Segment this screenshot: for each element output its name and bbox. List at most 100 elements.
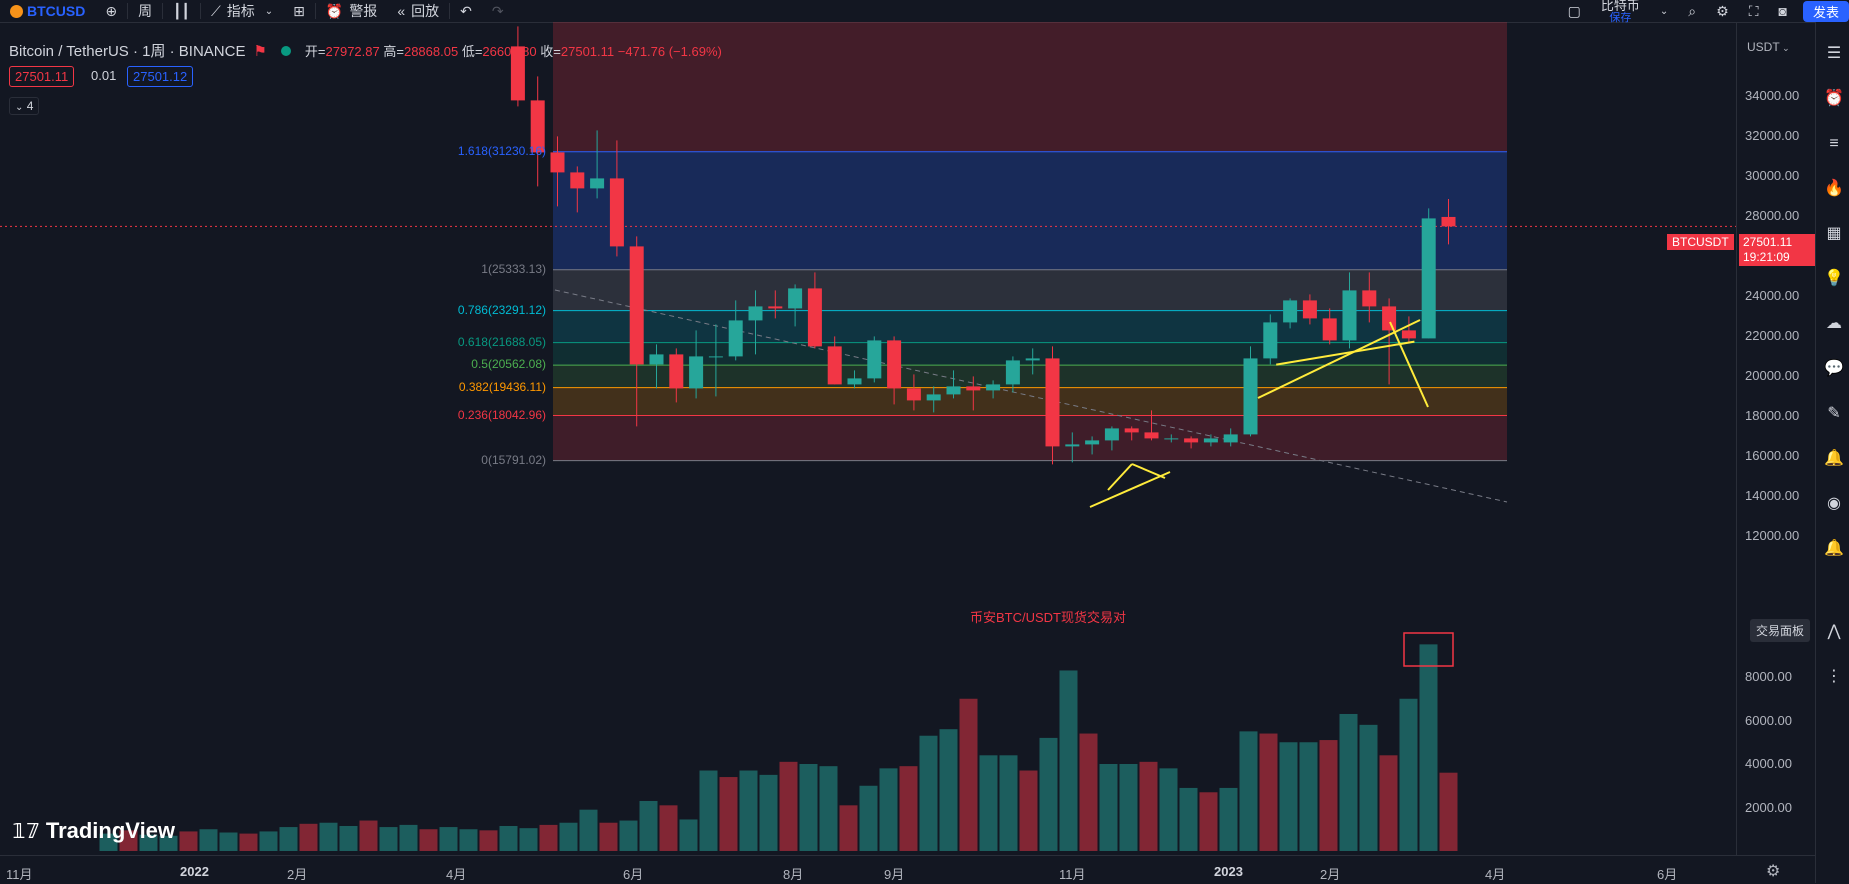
time-tick-label: 11月	[6, 867, 33, 882]
interval-button[interactable]: 周	[138, 3, 153, 19]
layout-menu-button[interactable]: ⌄	[1650, 0, 1678, 22]
more-icon[interactable]: ⋮	[1826, 668, 1842, 685]
candle-body	[689, 356, 704, 389]
low-value: 26601.80	[482, 44, 537, 59]
flag-icon[interactable]: ⚑	[253, 42, 267, 60]
chevron-down-icon: ⌄	[15, 102, 24, 113]
fib-level-label: 0.618(21688.05)	[457, 334, 546, 349]
trendline[interactable]	[1257, 319, 1421, 399]
annotation-text[interactable]: 币安BTC/USDT现货交易对	[970, 610, 1127, 625]
ideas-icon[interactable]: 💡	[1824, 270, 1844, 287]
bell-icon[interactable]: 🔔	[1824, 540, 1844, 557]
layout-name-button[interactable]: 比特币 保存	[1591, 0, 1650, 24]
broadcast-icon[interactable]: ◉	[1827, 495, 1841, 512]
currency-label[interactable]: USDT ⌄	[1747, 40, 1790, 54]
candle-body	[669, 354, 684, 389]
fib-retracement[interactable]	[0, 22, 1736, 503]
plus-circle-icon: ⊕	[105, 2, 118, 19]
volume-bar	[1259, 733, 1278, 851]
chat-icon[interactable]: 💬	[1824, 360, 1844, 377]
indicators-button[interactable]: ⟋ 指标 ⌄	[201, 0, 283, 22]
search-button[interactable]: ⌕	[1678, 0, 1706, 22]
watchlist-icon[interactable]: ☰	[1826, 45, 1842, 62]
volume-bar	[119, 830, 138, 851]
candle-body	[1362, 290, 1377, 307]
trendline[interactable]	[1089, 471, 1171, 508]
volume-highlight-box[interactable]	[1403, 632, 1454, 667]
time-tick-label: 9月	[884, 867, 905, 882]
price-axis[interactable]: USDT ⌄	[1736, 22, 1816, 855]
add-symbol-button[interactable]: ⊕	[95, 0, 127, 22]
bid-price[interactable]: 27501.11	[9, 66, 75, 87]
tradingview-logo[interactable]: 𝟙𝟟 TradingView	[12, 818, 175, 844]
last-price: 27501.11	[1743, 235, 1793, 249]
gear-icon[interactable]: ⚙	[1766, 863, 1781, 880]
fib-zone	[553, 415, 1507, 461]
settings-button[interactable]: ⚙	[1706, 0, 1739, 22]
layout-status: 保存	[1609, 12, 1632, 24]
hotlist-icon[interactable]: 🔥	[1824, 180, 1844, 197]
volume-bar	[779, 761, 798, 851]
calendar-icon[interactable]: ▦	[1826, 225, 1842, 242]
candles-icon: ┃┃	[173, 2, 190, 19]
notes-icon[interactable]: ✎	[1827, 405, 1841, 422]
change-value: −471.76 (−1.69%)	[617, 44, 722, 59]
time-tick-label: 2022	[180, 864, 209, 879]
drawings[interactable]	[1089, 319, 1429, 508]
fullscreen-button[interactable]: ⛶	[1739, 0, 1769, 22]
candle-body	[1164, 438, 1179, 440]
undo-button[interactable]: ↶	[450, 0, 482, 22]
bitcoin-icon	[10, 4, 23, 18]
volume-bar	[579, 809, 598, 851]
templates-button[interactable]: ⊞	[283, 0, 315, 22]
volume-bar	[419, 829, 438, 851]
volume-bar	[919, 735, 938, 851]
snapshot-button[interactable]: ◙	[1769, 0, 1797, 22]
trendline[interactable]	[1107, 463, 1133, 491]
candle-body	[1421, 218, 1436, 339]
volume-bar	[899, 766, 918, 851]
time-tick-label: 4月	[1485, 867, 1506, 882]
volume-bar	[1399, 698, 1418, 851]
volume-bar	[1359, 724, 1378, 851]
replay-button[interactable]: « 回放	[387, 0, 449, 22]
alerts-icon[interactable]: ⏰	[1824, 90, 1844, 107]
notifications-icon[interactable]: 🔔	[1824, 450, 1844, 467]
collapse-indicators-button[interactable]: ⌄ 4	[9, 97, 40, 115]
symbol-search[interactable]: BTCUSD	[0, 0, 95, 22]
volume-bar	[1439, 772, 1458, 851]
fib-zone-top	[553, 22, 1507, 152]
streams-icon[interactable]: ☁	[1826, 315, 1842, 332]
ask-price[interactable]: 27501.12	[127, 66, 194, 87]
price-tick-label: 2000.00	[1745, 799, 1792, 815]
chart-type-button[interactable]: ┃┃	[163, 0, 200, 22]
candle-body	[807, 288, 822, 347]
trendline[interactable]	[1275, 340, 1415, 366]
dashed-trendline[interactable]	[554, 289, 1508, 503]
trendline[interactable]	[1131, 463, 1166, 479]
volume-bar	[439, 827, 458, 851]
volume-bar	[559, 822, 578, 851]
chart-canvas[interactable]	[0, 22, 1740, 855]
volume-bar	[1079, 733, 1098, 851]
candle-body	[1263, 322, 1278, 359]
fib-level-label: 0.236(18042.96)	[457, 407, 546, 422]
alert-button[interactable]: ⏰ 警报	[316, 0, 387, 22]
candle-body	[1124, 428, 1139, 433]
volume-bar	[1099, 764, 1118, 851]
volume-bar	[879, 768, 898, 851]
trading-panel-tooltip: 交易面板	[1750, 619, 1811, 642]
redo-button[interactable]: ↷	[482, 0, 514, 22]
publish-button[interactable]: 发表	[1802, 0, 1849, 22]
layout-select-button[interactable]: ▢	[1558, 0, 1591, 22]
trendline[interactable]	[1389, 321, 1429, 408]
tv-icon: 𝟙𝟟	[12, 820, 40, 843]
replay-label: 回放	[411, 3, 440, 19]
data-window-icon[interactable]: ≡	[1829, 135, 1839, 152]
fib-level-label: 0.5(20562.08)	[471, 357, 546, 372]
price-tick-label: 14000.00	[1745, 488, 1800, 504]
volume-bar	[1039, 737, 1058, 851]
trading-panel-icon[interactable]: ⋀	[1827, 623, 1841, 640]
volume-bar	[1279, 742, 1298, 851]
time-axis[interactable]: 11月 2022 2月 4月 6月 8月 9月 11月 2023 2月 4月 6月 ⚙	[0, 855, 1815, 884]
